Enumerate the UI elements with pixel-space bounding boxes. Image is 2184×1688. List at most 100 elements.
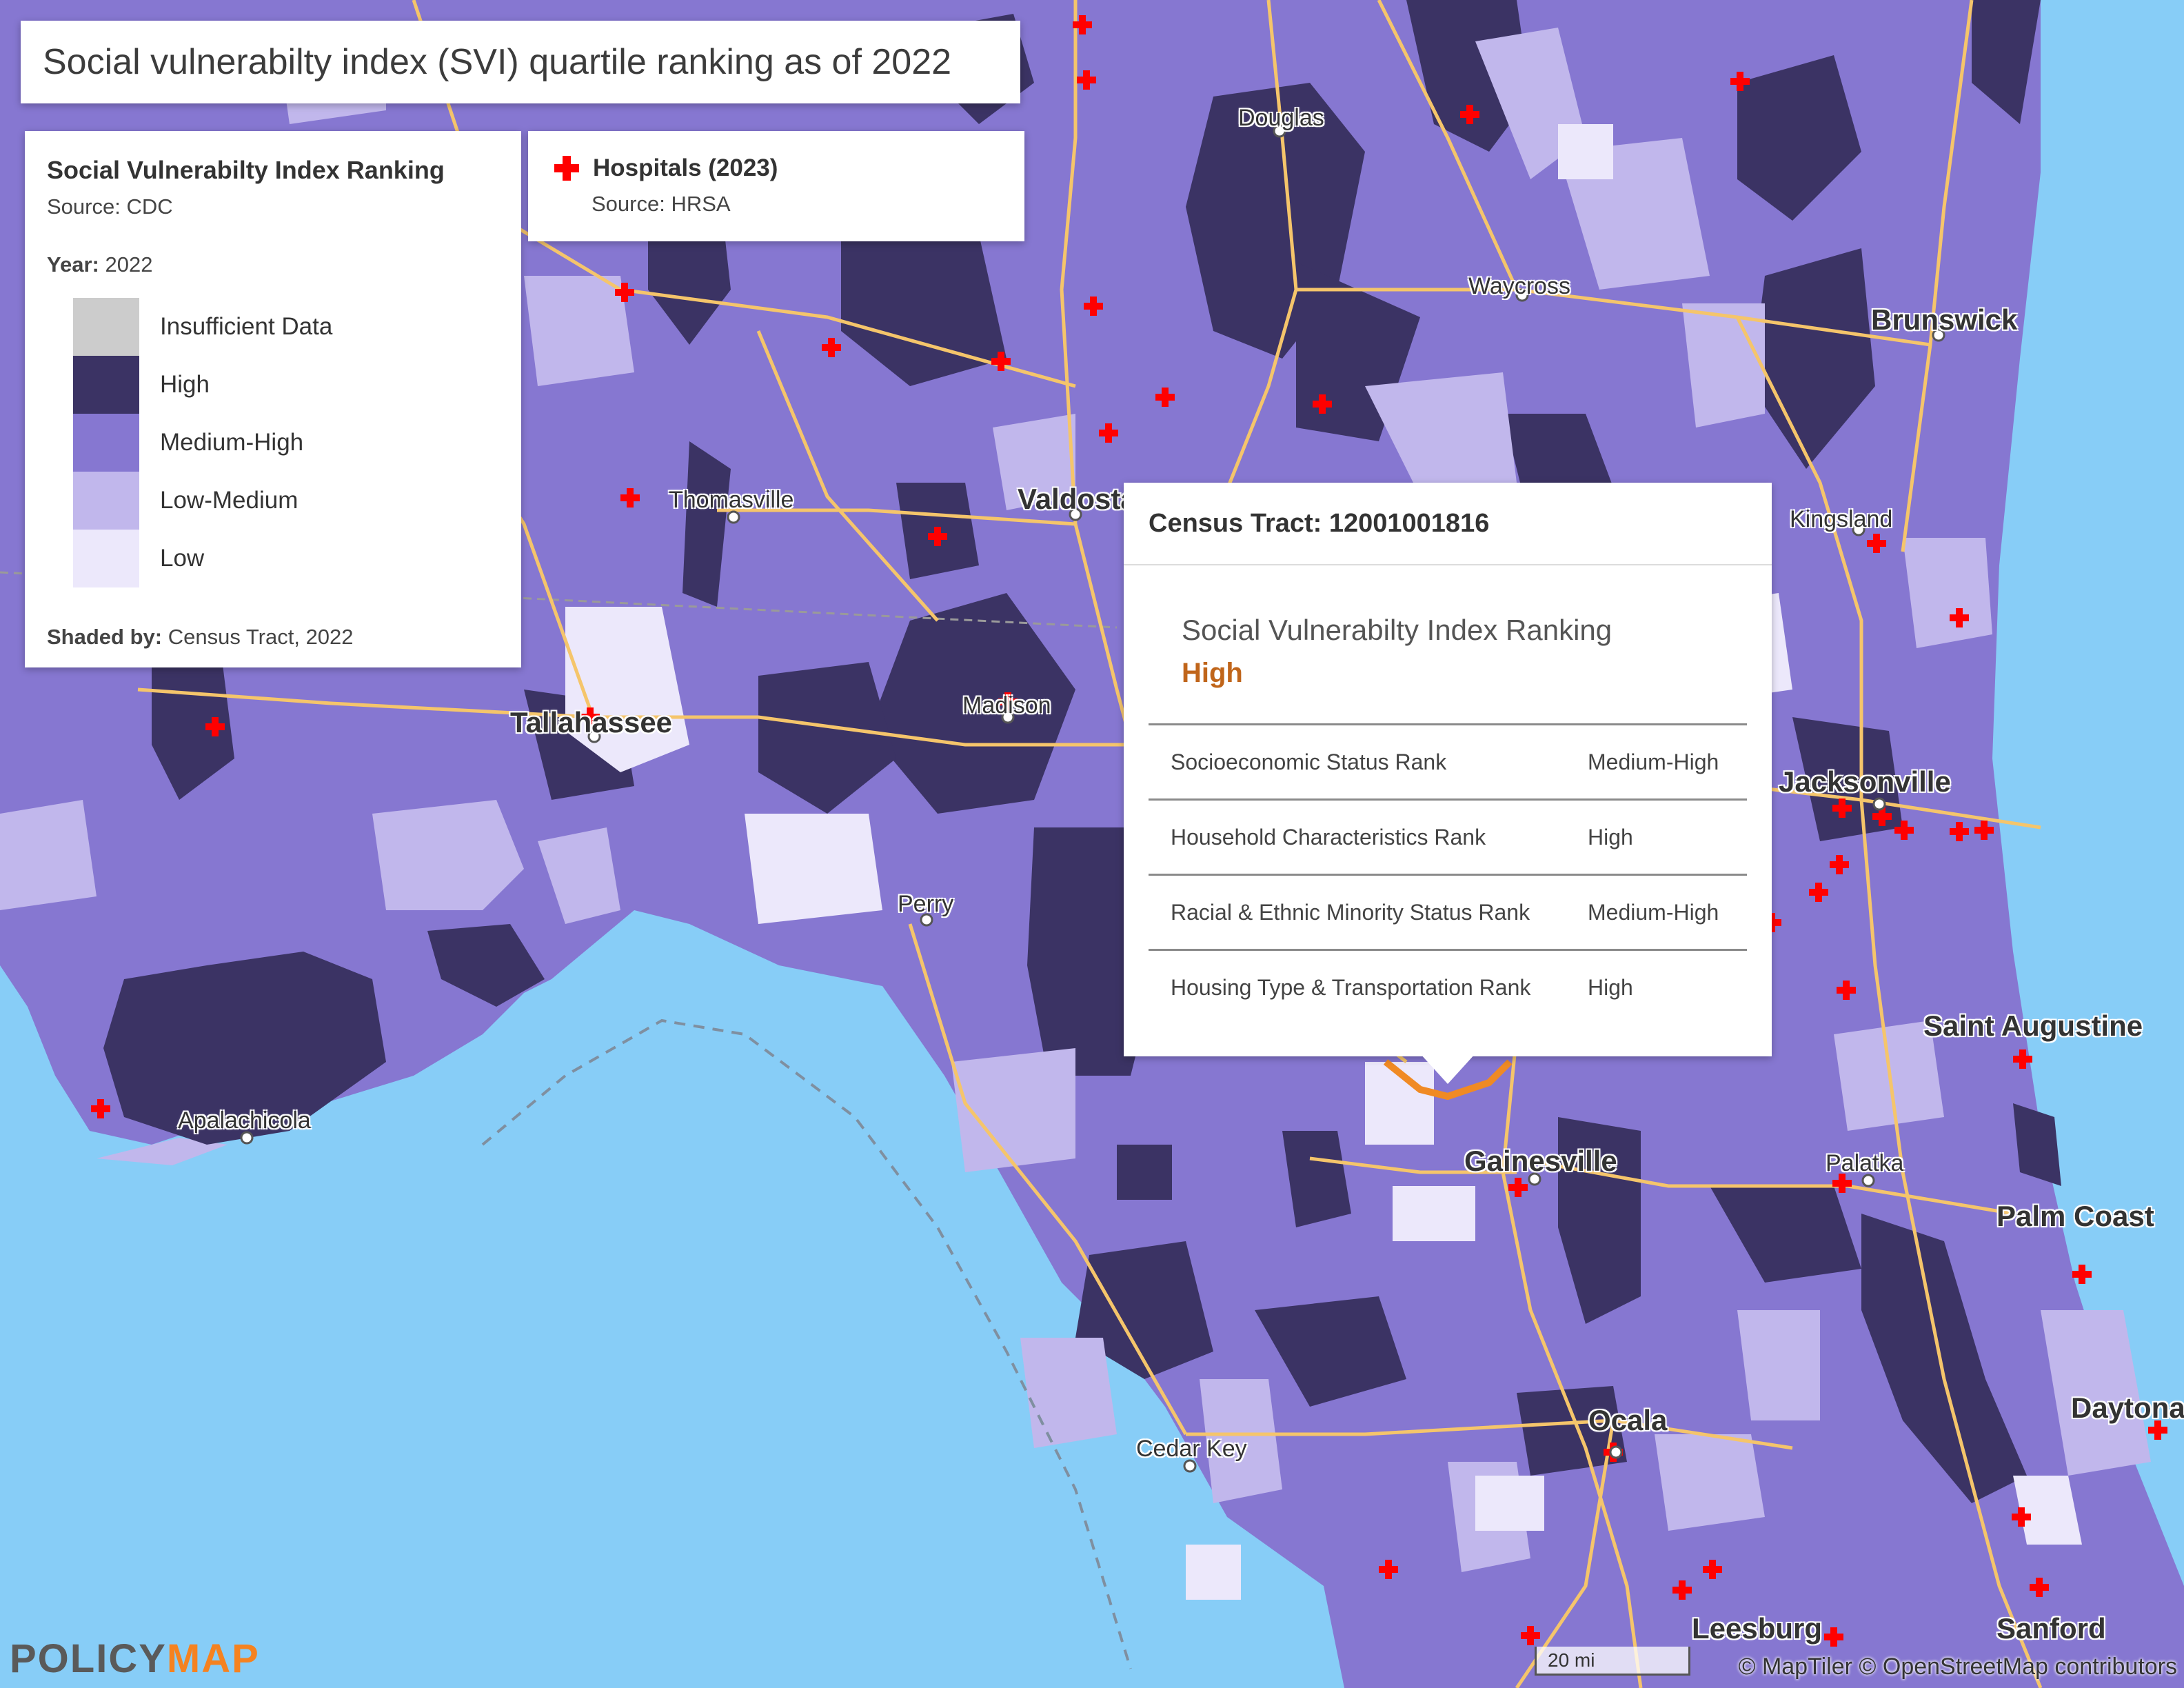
place-label-apalachicola: Apalachicola (178, 1107, 311, 1134)
legend-shaded-label: Shaded by: (47, 625, 163, 649)
hospital-marker (2012, 1507, 2031, 1527)
hospital-marker (1084, 297, 1103, 316)
hospital-marker (1867, 534, 1886, 553)
scale-bar: 20 mi (1535, 1647, 1690, 1676)
place-label-valdosta: Valdosta (1018, 483, 1137, 515)
hospital-marker (1824, 1627, 1843, 1647)
place-label-jacksonville: Jacksonville (1779, 765, 1951, 798)
logo-part-policy: POLICY (10, 1636, 167, 1681)
hospital-marker (1872, 807, 1892, 826)
hospital-marker (1672, 1580, 1692, 1600)
table-row: Racial & Ethnic Minority Status Rank Med… (1149, 874, 1747, 950)
legend-shaded-by: Shaded by: Census Tract, 2022 (47, 625, 499, 650)
place-label-tallahassee: Tallahassee (510, 706, 673, 738)
legend-item-low-medium: Low-Medium (73, 472, 499, 530)
legend-year-label: Year: (47, 252, 99, 277)
legend-item-medium-high: Medium-High (73, 414, 499, 472)
hospital-marker (615, 283, 634, 302)
map-title-box: Social vulnerabilty index (SVI) quartile… (21, 21, 1020, 103)
legend-title: Social Vulnerabilty Index Ranking (47, 156, 445, 184)
hospital-marker (1099, 423, 1118, 443)
legend-swatch (73, 356, 139, 414)
hospital-marker (620, 488, 640, 508)
hospital-marker (2072, 1265, 2092, 1284)
subrank-label: Housing Type & Transportation Rank (1149, 949, 1568, 1024)
place-label-waycross: Waycross (1468, 273, 1570, 299)
hospital-marker (1508, 1178, 1528, 1197)
hospitals-legend: Hospitals (2023) Source: HRSA (528, 131, 1024, 241)
place-label-leesburg: Leesburg (1692, 1612, 1823, 1645)
subrank-label: Socioeconomic Status Rank (1149, 723, 1568, 800)
popup-indicator-name: Social Vulnerabilty Index Ranking (1182, 614, 1612, 646)
popup-subranks-table: Socioeconomic Status Rank Medium-High Ho… (1149, 723, 1747, 1024)
subrank-value: High (1568, 798, 1747, 875)
subrank-label: Racial & Ethnic Minority Status Rank (1149, 874, 1568, 950)
popup-header: Census Tract: 12001001816 (1124, 483, 1772, 565)
hospital-marker (1077, 70, 1096, 90)
hospital-marker (1313, 394, 1332, 414)
hospital-marker (1950, 822, 1969, 841)
hospital-marker (1379, 1560, 1398, 1579)
logo-part-map: MAP (166, 1636, 260, 1681)
census-tract-popup[interactable]: Census Tract: 12001001816 Social Vulnera… (1124, 483, 1772, 1056)
hospital-marker (1809, 883, 1828, 902)
legend-item-label: Insufficient Data (160, 313, 333, 340)
red-cross-icon (554, 156, 579, 181)
popup-indicator: Social Vulnerabilty Index Ranking High (1124, 565, 1772, 689)
hospital-marker (1837, 981, 1856, 1000)
hospital-marker (1832, 1174, 1852, 1193)
hospital-marker (928, 527, 947, 546)
legend-item-high: High (73, 356, 499, 414)
barrier-island (97, 1138, 228, 1165)
hospital-marker (580, 707, 600, 727)
maritime-boundary (481, 1018, 1132, 1669)
hospital-marker (2030, 1578, 2049, 1597)
hospital-marker (1832, 798, 1852, 818)
policymap-logo[interactable]: POLICYMAP (10, 1636, 260, 1682)
hospitals-legend-source: Source: HRSA (592, 192, 731, 216)
place-label-palatka: Palatka (1826, 1150, 1904, 1176)
hospital-marker (998, 692, 1018, 712)
popup-indicator-value: High (1182, 658, 1243, 688)
table-row: Housing Type & Transportation Rank High (1149, 949, 1747, 1024)
map-title: Social vulnerabilty index (SVI) quartile… (43, 42, 952, 82)
hospital-marker (1974, 821, 1994, 840)
place-label-brunswick: Brunswick (1871, 303, 2018, 336)
hospital-marker (1703, 1560, 1722, 1579)
hospital-markers (91, 15, 2167, 1647)
place-label-kingsland: Kingsland (1790, 506, 1893, 532)
hospitals-legend-title: Hospitals (2023) (593, 154, 778, 181)
place-label-cedar-key: Cedar Key (1136, 1436, 1247, 1462)
subrank-label: Household Characteristics Rank (1149, 798, 1568, 875)
hospital-marker (1894, 821, 1914, 840)
place-label-douglas: Douglas (1238, 105, 1324, 131)
subrank-value: High (1568, 949, 1747, 1024)
place-label-madison: Madison (962, 692, 1051, 719)
legend-source: Source: CDC (47, 194, 173, 219)
hospital-marker (1155, 388, 1175, 407)
hospital-marker (1730, 72, 1750, 91)
table-row: Household Characteristics Rank High (1149, 798, 1747, 875)
hospital-marker (2013, 1049, 2032, 1069)
map-attribution[interactable]: © MapTiler © OpenStreetMap contributors (1738, 1654, 2177, 1680)
hospital-marker (91, 1099, 110, 1118)
place-label-perry: Perry (898, 891, 954, 917)
table-row: Socioeconomic Status Rank Medium-High (1149, 723, 1747, 800)
legend-year: Year: 2022 (47, 252, 499, 277)
place-label-ocala: Ocala (1588, 1404, 1668, 1436)
hospital-marker (1521, 1626, 1540, 1645)
place-label-palm-coast: Palm Coast (1996, 1200, 2154, 1232)
hospital-marker (205, 717, 225, 736)
svi-legend: Social Vulnerabilty Index Ranking Source… (25, 131, 521, 667)
legend-swatch (73, 298, 139, 356)
legend-item-insufficient-data: Insufficient Data (73, 298, 499, 356)
scale-bar-label: 20 mi (1548, 1649, 1595, 1671)
legend-item-label: Low (160, 545, 205, 572)
legend-item-label: High (160, 371, 210, 398)
popup-pointer (1420, 1054, 1475, 1084)
place-label-thomasville: Thomasville (669, 487, 794, 513)
place-label-daytona: Daytona (2071, 1391, 2184, 1424)
legend-shaded-value: Census Tract, 2022 (168, 625, 354, 649)
tracts-high (103, 0, 2061, 1503)
